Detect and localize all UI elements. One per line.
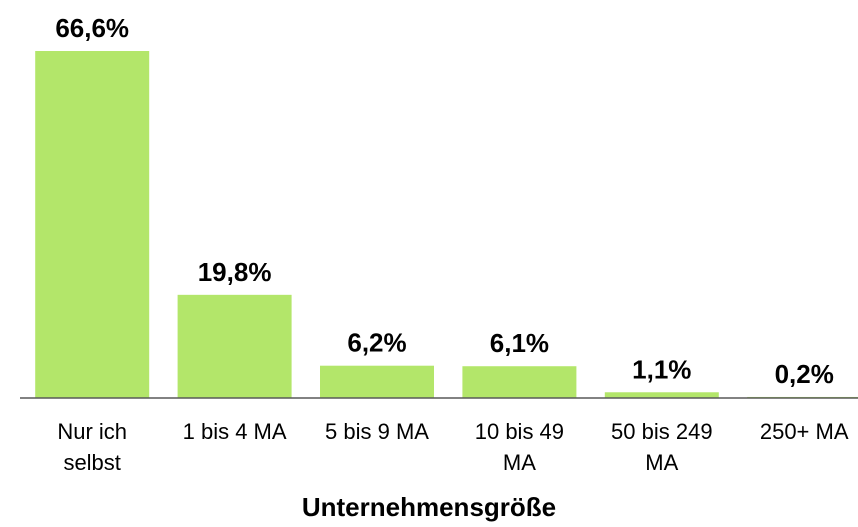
data-label: 66,6% [55,13,129,43]
data-label: 1,1% [632,354,691,384]
data-label: 19,8% [198,257,272,287]
bar [177,294,292,398]
bar [604,392,719,398]
x-tick-label: 5 bis 9 MA [325,419,429,444]
x-tick-label: 1 bis 4 MA [182,419,287,444]
bar [320,365,434,398]
x-tick-label: 250+ MA [759,419,849,444]
data-label: 6,2% [347,328,406,358]
bar [462,366,577,398]
data-label: 6,1% [490,328,549,358]
x-tick-label: 50 bis 249 MA [611,419,713,475]
x-axis-label: Unternehmensgröße [301,492,557,522]
x-tick-label: 10 bis 49 MA [474,419,565,475]
x-tick-label: Nur ich selbst [57,419,128,475]
bar [35,51,150,398]
data-label: 0,2% [775,359,834,389]
